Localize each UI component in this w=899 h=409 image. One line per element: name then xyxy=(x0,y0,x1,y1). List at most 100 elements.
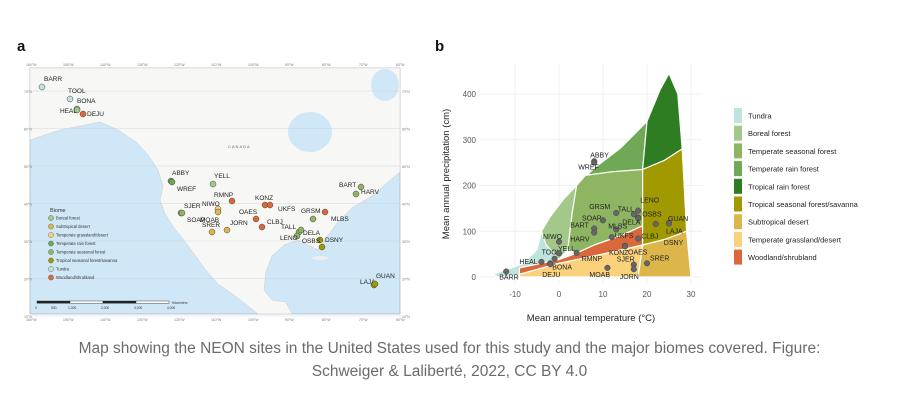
lat-label-left: 30°N xyxy=(24,240,32,244)
map-legend-swatch xyxy=(48,232,54,238)
map-site-marker xyxy=(297,226,305,234)
lat-label-left: 10°N xyxy=(24,315,32,319)
data-point-label: LENO xyxy=(640,198,660,205)
biome-region-subtropical-desert xyxy=(637,230,692,278)
map-site-marker xyxy=(258,223,266,231)
map-site-marker xyxy=(352,190,360,198)
map-site-label: UKFS xyxy=(278,206,296,213)
map-site-label: OAES xyxy=(239,209,258,216)
map-legend-label: Temperate seasonal forest xyxy=(56,250,106,255)
lat-label-left: 60°N xyxy=(24,128,32,132)
data-point xyxy=(573,249,580,256)
data-point-label: NIWO xyxy=(543,234,563,241)
data-point xyxy=(555,250,563,257)
map-legend-swatch xyxy=(48,266,54,272)
x-tick-label: 30 xyxy=(687,290,696,299)
data-point-label: JORN xyxy=(620,274,639,281)
lon-label-top: 80°W xyxy=(322,63,331,67)
country-label: CANADA xyxy=(228,144,251,149)
data-point-label: GUAN xyxy=(668,216,688,223)
lat-label-right: 70°N xyxy=(402,90,410,94)
data-point xyxy=(621,243,629,250)
data-point xyxy=(591,229,598,236)
map-site-label: JORN xyxy=(230,220,248,227)
map-site-label: MLBS xyxy=(331,216,349,223)
map-legend-title: Biome xyxy=(50,208,66,214)
map-site-label: SJER xyxy=(184,203,201,210)
legend-swatch xyxy=(734,249,742,265)
map-site-label: SOAP xyxy=(187,217,205,224)
data-point-label: SJER xyxy=(617,257,635,264)
map-site-marker xyxy=(357,183,365,191)
data-point-label: BART xyxy=(570,223,589,230)
lon-label-top: 150°W xyxy=(63,63,74,67)
x-tick-label: 0 xyxy=(557,290,562,299)
map-legend-swatch xyxy=(48,223,54,230)
baffin-bay xyxy=(371,69,399,101)
lon-label-top: 90°W xyxy=(285,63,294,67)
caribbean-sea xyxy=(282,259,318,277)
map-site-marker xyxy=(79,110,87,118)
map-site-marker xyxy=(208,228,216,236)
y-tick-label: 0 xyxy=(472,273,477,282)
map-legend-swatch xyxy=(48,215,54,221)
map-site-label: ABBY xyxy=(172,170,190,177)
lat-label-right: 50°N xyxy=(402,165,410,169)
map-site-label: TOOL xyxy=(68,88,86,95)
data-point-label: HARV xyxy=(570,237,590,244)
data-point-label: MLBS xyxy=(608,223,627,230)
map-site-label: HEAL xyxy=(60,108,77,115)
legend-label: Tundra xyxy=(748,112,772,121)
whittaker-biome-chart: 0 100 200 300 400 -10 0 10 20 30 BARR HEAL TOOL BONA D… xyxy=(430,58,899,330)
lon-label-bottom: 130°W xyxy=(137,318,148,322)
data-point-label: DEJU xyxy=(542,272,560,279)
panel-b-label: b xyxy=(435,38,445,55)
map-legend-label: Temperate rain forest xyxy=(56,241,96,246)
lon-label-top: 130°W xyxy=(137,63,148,67)
map-site-label: BARR xyxy=(44,76,62,83)
map-legend-label: Temperate grassland/desert xyxy=(56,233,109,238)
lon-label-bottom: 60°W xyxy=(396,318,405,322)
data-point xyxy=(635,215,642,222)
data-point-label: CLBJ xyxy=(641,234,658,241)
lon-label-top: 110°W xyxy=(211,63,222,67)
map-site-marker xyxy=(252,215,260,223)
map-site-marker xyxy=(168,178,176,186)
x-tick-label: 20 xyxy=(643,290,652,299)
data-point-label: OSBS xyxy=(642,212,662,219)
map-site-label: BONA xyxy=(77,98,96,105)
lon-label-top: 140°W xyxy=(100,63,111,67)
lon-label-bottom: 110°W xyxy=(211,318,222,322)
map-site-label: RMNP xyxy=(214,192,233,199)
legend-label: Boreal forest xyxy=(748,129,791,138)
data-point-label: YELL xyxy=(558,246,575,253)
map-site-marker xyxy=(178,209,186,217)
data-point xyxy=(538,258,545,265)
lat-label-right: 20°N xyxy=(402,278,410,282)
lon-label-top: 60°W xyxy=(396,63,405,67)
data-point-label: MOAB xyxy=(589,272,610,279)
data-point xyxy=(652,220,659,227)
map-site-label: SRER xyxy=(202,222,220,229)
lon-label-bottom: 80°W xyxy=(322,318,331,322)
data-point xyxy=(608,234,615,241)
x-tick-label: 10 xyxy=(599,290,608,299)
data-point-label: WREF xyxy=(578,165,599,172)
lat-label-left: 40°N xyxy=(24,203,32,207)
data-point xyxy=(604,264,611,271)
map-legend-label: Woodland/shrubland xyxy=(56,275,95,280)
legend-label: Woodland/shrubland xyxy=(748,253,817,262)
data-point-label: RMNP xyxy=(582,256,603,263)
data-point-label: GRSM xyxy=(589,204,610,211)
hudson-bay xyxy=(288,112,332,152)
map-legend-swatch xyxy=(48,257,54,264)
data-point-label: KONZ xyxy=(609,250,629,257)
data-point xyxy=(547,261,554,268)
lat-label-left: 20°N xyxy=(24,278,32,282)
data-point-label: BONA xyxy=(552,264,572,271)
site-map: 70°N 70°N 60°N 60°N 50°N 50°N 40°N 40°N 30°N 30°N… xyxy=(22,58,410,326)
map-site-marker xyxy=(321,208,329,216)
legend-label: Tropical seasonal forest/savanna xyxy=(748,200,859,209)
data-point xyxy=(643,260,651,267)
